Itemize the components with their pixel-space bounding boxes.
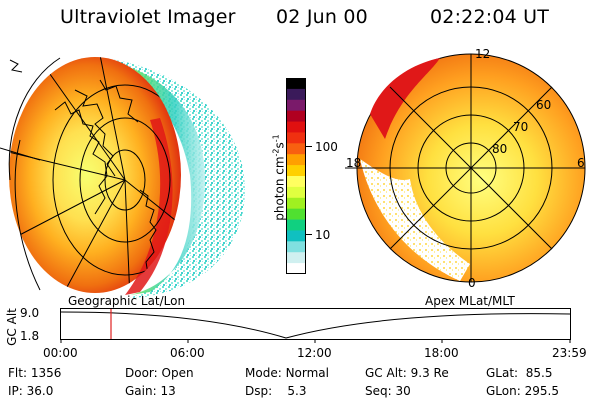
left-projection-label: Geographic Lat/Lon bbox=[68, 294, 186, 308]
mlt-label-0: 0 bbox=[468, 276, 476, 290]
flt-label: Flt: bbox=[8, 366, 27, 380]
mlat-label-70: 70 bbox=[513, 120, 529, 134]
unit-exp-2: -1 bbox=[271, 134, 281, 143]
alt-xtick-0600: 06:00 bbox=[170, 346, 205, 360]
colorbar-tick-10 bbox=[306, 234, 312, 235]
info-gcalt: GC Alt: 9.3 Re bbox=[365, 366, 449, 380]
info-ip: IP: 36.0 bbox=[8, 384, 53, 398]
ip-label: IP: bbox=[8, 384, 23, 398]
gcalt-label: GC Alt: bbox=[365, 366, 407, 380]
colorbar-segment bbox=[286, 241, 306, 253]
alt-xtick-1800: 18:00 bbox=[424, 346, 459, 360]
info-seq: Seq: 30 bbox=[365, 384, 411, 398]
glon-value: 295.5 bbox=[524, 384, 559, 398]
seq-value: 30 bbox=[395, 384, 411, 398]
colorbar-segment bbox=[286, 132, 306, 144]
colorbar-segment bbox=[286, 143, 306, 155]
mlt-label-12: 12 bbox=[475, 47, 491, 61]
colorbar-segment bbox=[286, 176, 306, 188]
instrument-title: Ultraviolet Imager bbox=[60, 6, 236, 28]
apex-polar-map bbox=[345, 53, 586, 283]
colorbar-segment bbox=[286, 263, 306, 274]
glat-value: 85.5 bbox=[525, 366, 553, 380]
colorbar-segment bbox=[286, 121, 306, 134]
colorbar-segment bbox=[286, 219, 306, 232]
altitude-plot bbox=[60, 308, 571, 343]
colorbar-segment bbox=[286, 110, 306, 123]
right-projection-label: Apex MLat/MLT bbox=[425, 294, 515, 308]
door-value: Open bbox=[161, 366, 194, 380]
gain-label: Gain: bbox=[125, 384, 157, 398]
unit-exp-1: -2 bbox=[271, 148, 281, 157]
date-label: 02 Jun 00 bbox=[276, 6, 368, 28]
alt-axis-label: GC Alt bbox=[5, 308, 19, 346]
glat-label: GLat: bbox=[486, 366, 519, 380]
dsp-label: Dsp: bbox=[245, 384, 273, 398]
seq-label: Seq: bbox=[365, 384, 392, 398]
alt-ytick-9: 9.0 bbox=[20, 306, 40, 320]
info-door: Door: Open bbox=[125, 366, 194, 380]
colorbar bbox=[286, 78, 306, 274]
colorbar-segment bbox=[286, 99, 306, 112]
colorbar-segment bbox=[286, 230, 306, 242]
colorbar-tick-label-100: 100 bbox=[315, 140, 338, 154]
info-glat: GLat: 85.5 bbox=[486, 366, 552, 380]
colorbar-segment bbox=[286, 186, 306, 199]
flt-value: 1356 bbox=[30, 366, 62, 380]
mlat-label-80: 80 bbox=[492, 142, 508, 156]
info-glon: GLon: 295.5 bbox=[486, 384, 559, 398]
ip-value: 36.0 bbox=[26, 384, 54, 398]
gain-value: 13 bbox=[160, 384, 176, 398]
info-gain: Gain: 13 bbox=[125, 384, 176, 398]
alt-xtick-1200: 12:00 bbox=[297, 346, 332, 360]
gcalt-value: 9.3 Re bbox=[410, 366, 449, 380]
unit-text-s: s bbox=[272, 142, 287, 149]
colorbar-unit-label: photon cm-2s-1 bbox=[272, 108, 287, 248]
dsp-value: 5.3 bbox=[287, 384, 307, 398]
alt-xtick-2359: 23:59 bbox=[552, 346, 587, 360]
glon-label: GLon: bbox=[486, 384, 521, 398]
alt-xtick-0000: 00:00 bbox=[43, 346, 78, 360]
alt-ytick-1-8: 1.8 bbox=[20, 329, 40, 343]
colorbar-segment bbox=[286, 165, 306, 177]
door-label: Door: bbox=[125, 366, 158, 380]
mlat-label-60: 60 bbox=[536, 98, 552, 112]
info-flt: Flt: 1356 bbox=[8, 366, 61, 380]
colorbar-gradient bbox=[286, 78, 306, 274]
colorbar-segment bbox=[286, 197, 306, 210]
info-mode: Mode: Normal bbox=[245, 366, 329, 380]
colorbar-tick-100 bbox=[306, 146, 312, 147]
mlt-label-6: 6 bbox=[577, 156, 585, 170]
colorbar-segment bbox=[286, 78, 306, 90]
mode-label: Mode: bbox=[245, 366, 282, 380]
mode-value: Normal bbox=[285, 366, 329, 380]
colorbar-segment bbox=[286, 154, 306, 166]
colorbar-segment bbox=[286, 208, 306, 221]
colorbar-segment bbox=[286, 88, 306, 101]
time-label: 02:22:04 UT bbox=[430, 6, 550, 28]
colorbar-segment bbox=[286, 252, 306, 264]
info-dsp: Dsp: 5.3 bbox=[245, 384, 307, 398]
mlt-label-18: 18 bbox=[346, 156, 362, 170]
geographic-map bbox=[0, 57, 245, 298]
colorbar-border bbox=[286, 78, 306, 274]
colorbar-tick-label-10: 10 bbox=[315, 228, 331, 242]
unit-text: photon cm bbox=[272, 156, 287, 221]
